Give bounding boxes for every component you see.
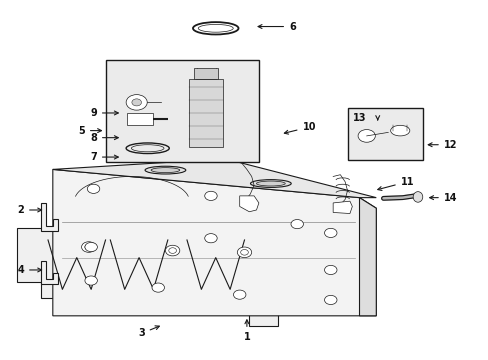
Circle shape bbox=[237, 247, 251, 258]
Polygon shape bbox=[359, 198, 376, 316]
Text: 11: 11 bbox=[377, 177, 413, 190]
Polygon shape bbox=[41, 261, 58, 284]
Polygon shape bbox=[41, 203, 58, 231]
Text: 1: 1 bbox=[243, 320, 250, 342]
Circle shape bbox=[240, 249, 248, 255]
Circle shape bbox=[126, 95, 147, 110]
Circle shape bbox=[132, 99, 141, 106]
Polygon shape bbox=[17, 228, 292, 327]
Circle shape bbox=[233, 290, 245, 299]
Circle shape bbox=[204, 234, 217, 243]
Text: 7: 7 bbox=[90, 152, 118, 162]
Circle shape bbox=[204, 191, 217, 201]
Circle shape bbox=[168, 248, 176, 253]
Ellipse shape bbox=[256, 181, 285, 186]
Text: 5: 5 bbox=[78, 126, 102, 136]
FancyBboxPatch shape bbox=[105, 60, 258, 162]
Text: 3: 3 bbox=[138, 326, 159, 338]
Ellipse shape bbox=[390, 125, 409, 136]
Text: 8: 8 bbox=[90, 133, 118, 143]
Ellipse shape bbox=[412, 192, 422, 202]
Circle shape bbox=[290, 220, 303, 229]
Bar bbox=[127, 113, 153, 125]
Polygon shape bbox=[332, 201, 351, 213]
Circle shape bbox=[357, 130, 375, 142]
Circle shape bbox=[81, 242, 96, 252]
Text: 13: 13 bbox=[352, 113, 366, 123]
Text: 10: 10 bbox=[284, 122, 315, 134]
Text: 4: 4 bbox=[17, 265, 41, 275]
Text: 9: 9 bbox=[90, 108, 118, 118]
Circle shape bbox=[85, 276, 97, 285]
Text: 6: 6 bbox=[258, 22, 295, 32]
Circle shape bbox=[324, 295, 336, 305]
Ellipse shape bbox=[145, 166, 185, 174]
Circle shape bbox=[87, 184, 100, 193]
Text: 14: 14 bbox=[429, 193, 456, 203]
Bar bbox=[188, 78, 223, 147]
Circle shape bbox=[152, 283, 164, 292]
Polygon shape bbox=[53, 170, 376, 316]
Polygon shape bbox=[239, 196, 258, 212]
Text: 2: 2 bbox=[17, 205, 41, 215]
Circle shape bbox=[165, 245, 180, 256]
Circle shape bbox=[324, 228, 336, 238]
Circle shape bbox=[85, 244, 92, 250]
Polygon shape bbox=[53, 159, 376, 198]
Text: 12: 12 bbox=[427, 140, 456, 150]
Circle shape bbox=[324, 265, 336, 275]
Circle shape bbox=[85, 242, 97, 252]
Bar bbox=[194, 68, 218, 78]
Ellipse shape bbox=[250, 180, 291, 188]
Ellipse shape bbox=[151, 168, 180, 172]
FancyBboxPatch shape bbox=[348, 108, 423, 160]
